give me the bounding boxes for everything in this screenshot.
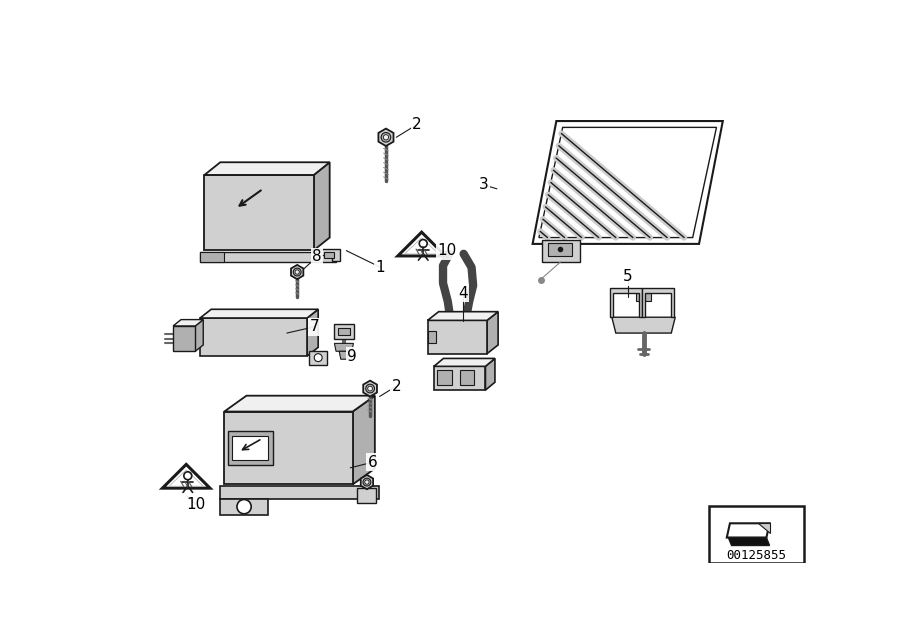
Text: 4: 4: [458, 286, 468, 301]
Text: 7: 7: [310, 319, 320, 335]
Text: 3: 3: [479, 177, 489, 192]
Polygon shape: [310, 350, 327, 365]
Polygon shape: [173, 320, 203, 326]
Polygon shape: [162, 464, 210, 488]
Polygon shape: [548, 243, 572, 256]
Polygon shape: [220, 499, 268, 515]
Polygon shape: [610, 288, 642, 317]
Polygon shape: [232, 436, 268, 460]
Circle shape: [368, 386, 373, 391]
Polygon shape: [339, 351, 348, 359]
Polygon shape: [173, 326, 195, 351]
Polygon shape: [642, 288, 674, 317]
Polygon shape: [357, 488, 376, 502]
Polygon shape: [220, 486, 379, 499]
Polygon shape: [201, 252, 224, 262]
Polygon shape: [428, 331, 436, 343]
Polygon shape: [542, 240, 580, 262]
Circle shape: [363, 478, 371, 486]
Polygon shape: [195, 320, 203, 351]
Polygon shape: [612, 317, 675, 333]
Polygon shape: [635, 293, 652, 301]
Circle shape: [314, 354, 322, 362]
Polygon shape: [224, 396, 375, 411]
Polygon shape: [437, 370, 452, 385]
Text: 6: 6: [367, 455, 377, 470]
Polygon shape: [200, 309, 319, 318]
Polygon shape: [398, 232, 446, 256]
Circle shape: [237, 499, 251, 514]
Text: 2: 2: [392, 378, 401, 394]
Polygon shape: [434, 366, 485, 390]
Polygon shape: [460, 370, 474, 385]
Polygon shape: [324, 252, 334, 258]
Polygon shape: [364, 380, 377, 396]
Polygon shape: [727, 523, 770, 537]
Circle shape: [295, 270, 300, 274]
Polygon shape: [428, 321, 487, 354]
Polygon shape: [201, 252, 336, 262]
Polygon shape: [204, 175, 314, 250]
Polygon shape: [291, 265, 303, 279]
Polygon shape: [487, 312, 498, 354]
Polygon shape: [539, 127, 716, 238]
Polygon shape: [334, 324, 355, 338]
Polygon shape: [224, 411, 353, 485]
Polygon shape: [728, 537, 770, 546]
Polygon shape: [378, 128, 393, 146]
Polygon shape: [485, 359, 495, 390]
Polygon shape: [335, 343, 354, 351]
Polygon shape: [533, 121, 723, 244]
Polygon shape: [405, 238, 438, 254]
Circle shape: [365, 384, 374, 393]
Text: 10: 10: [186, 497, 205, 512]
Circle shape: [382, 132, 391, 142]
Circle shape: [293, 268, 302, 276]
Polygon shape: [759, 523, 769, 533]
Text: 8: 8: [312, 249, 322, 265]
Polygon shape: [708, 506, 804, 563]
Text: 10: 10: [437, 243, 456, 258]
Polygon shape: [169, 470, 203, 486]
Polygon shape: [338, 328, 350, 335]
Polygon shape: [314, 162, 329, 250]
Polygon shape: [229, 431, 274, 466]
Text: 9: 9: [347, 349, 356, 364]
Polygon shape: [361, 475, 374, 489]
Circle shape: [383, 135, 389, 140]
Polygon shape: [316, 249, 340, 261]
Polygon shape: [434, 359, 495, 366]
Text: 1: 1: [375, 259, 385, 275]
Polygon shape: [428, 312, 498, 321]
Text: 2: 2: [412, 117, 422, 132]
Circle shape: [364, 480, 369, 484]
Polygon shape: [200, 318, 307, 356]
Text: 00125855: 00125855: [726, 548, 786, 562]
Polygon shape: [204, 162, 329, 175]
Polygon shape: [353, 396, 375, 485]
Polygon shape: [307, 309, 319, 356]
Text: 5: 5: [623, 269, 633, 284]
